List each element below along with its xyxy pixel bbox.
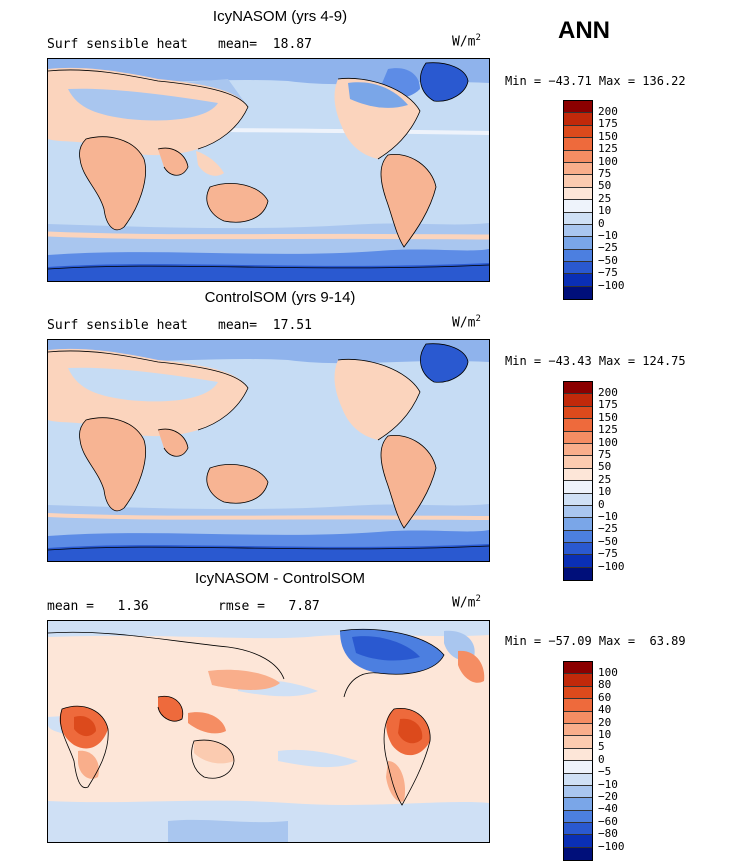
colorbar-label: −100 [598, 559, 625, 573]
map-panel-2 [47, 339, 490, 562]
colorbar-label: 125 [598, 423, 618, 437]
colorbar-label: −50 [598, 253, 618, 267]
colorbar-label: 150 [598, 129, 618, 143]
colorbar-label: 25 [598, 472, 612, 486]
colorbar-label: −75 [598, 547, 618, 561]
colorbar-3 [563, 661, 593, 861]
units-label-3: W/m2 [452, 594, 481, 611]
colorbar-label: 75 [598, 167, 612, 181]
colorbar-label: 100 [598, 666, 618, 679]
colorbar-label: −100 [598, 278, 625, 292]
colorbar-label: −10 [598, 510, 618, 524]
colorbar-label: 100 [598, 435, 618, 449]
colorbar-label: 20 [598, 715, 612, 729]
colorbar-label: 200 [598, 105, 618, 118]
colorbar-label: 50 [598, 179, 612, 193]
panel-mean-2: mean= 17.51 [218, 318, 312, 333]
colorbar-label: 10 [598, 204, 612, 218]
colorbar-label: 25 [598, 191, 612, 205]
panel-title-2: ControlSOM (yrs 9-14) [204, 289, 356, 306]
world-map-3 [48, 621, 489, 842]
panel-mean-1: mean= 18.87 [218, 37, 312, 52]
units-label-1: W/m2 [452, 33, 481, 50]
colorbar-2 [563, 381, 593, 582]
colorbar-label: 0 [598, 752, 605, 766]
colorbar-label: −40 [598, 802, 618, 816]
colorbar-label: −20 [598, 790, 618, 804]
panel-left-label-2: Surf sensible heat [47, 318, 188, 333]
colorbar-label: −80 [598, 827, 618, 841]
colorbar-label: −75 [598, 266, 618, 280]
panel-mean-3: mean = 1.36 [47, 599, 149, 614]
colorbar-label: −5 [598, 765, 612, 779]
colorbar-label: 80 [598, 678, 612, 692]
colorbar-label: −10 [598, 777, 618, 791]
colorbar-label: 175 [598, 398, 618, 412]
colorbar-labels-2: 200 175 150 125 100 75 50 25 10 0 −10 −2… [598, 386, 625, 573]
colorbar-label: −60 [598, 814, 618, 828]
colorbar-label: 0 [598, 497, 605, 511]
colorbar-label: 10 [598, 485, 612, 499]
colorbar-label: 100 [598, 154, 618, 168]
colorbar-label: 125 [598, 142, 618, 156]
min-max-2: Min = −43.43 Max = 124.75 [505, 354, 686, 368]
min-max-1: Min = −43.71 Max = 136.22 [505, 74, 686, 88]
panel-title-3: IcyNASOM - ControlSOM [194, 570, 366, 587]
colorbar-label: 75 [598, 448, 612, 462]
panel-title-1: IcyNASOM (yrs 4-9) [212, 8, 348, 25]
colorbar-label: 0 [598, 216, 605, 230]
colorbar-label: 50 [598, 460, 612, 474]
map-panel-3 [47, 620, 490, 843]
colorbar-label: 175 [598, 117, 618, 131]
world-map-2 [48, 340, 489, 561]
min-max-3: Min = −57.09 Max = 63.89 [505, 634, 686, 648]
map-panel-1 [47, 58, 490, 282]
colorbar-1 [563, 100, 593, 301]
colorbar-label: −25 [598, 241, 618, 255]
world-map-1 [48, 59, 489, 281]
units-label-2: W/m2 [452, 314, 481, 331]
colorbar-label: −25 [598, 522, 618, 536]
panel-rmse-3: rmse = 7.87 [218, 599, 320, 614]
colorbar-label: 40 [598, 703, 612, 717]
season-label: ANN [558, 17, 610, 44]
colorbar-label: 5 [598, 740, 605, 754]
colorbar-label: 60 [598, 690, 612, 704]
colorbar-label: 10 [598, 728, 612, 742]
panel-left-label-1: Surf sensible heat [47, 37, 188, 52]
colorbar-labels-3: 100 80 60 40 20 10 5 0 −5 −10 −20 −40 −6… [598, 666, 625, 853]
colorbar-label: −50 [598, 534, 618, 548]
colorbar-labels-1: 200 175 150 125 100 75 50 25 10 0 −10 −2… [598, 105, 625, 292]
colorbar-label: −10 [598, 229, 618, 243]
colorbar-label: 150 [598, 410, 618, 424]
colorbar-label: 200 [598, 386, 618, 399]
